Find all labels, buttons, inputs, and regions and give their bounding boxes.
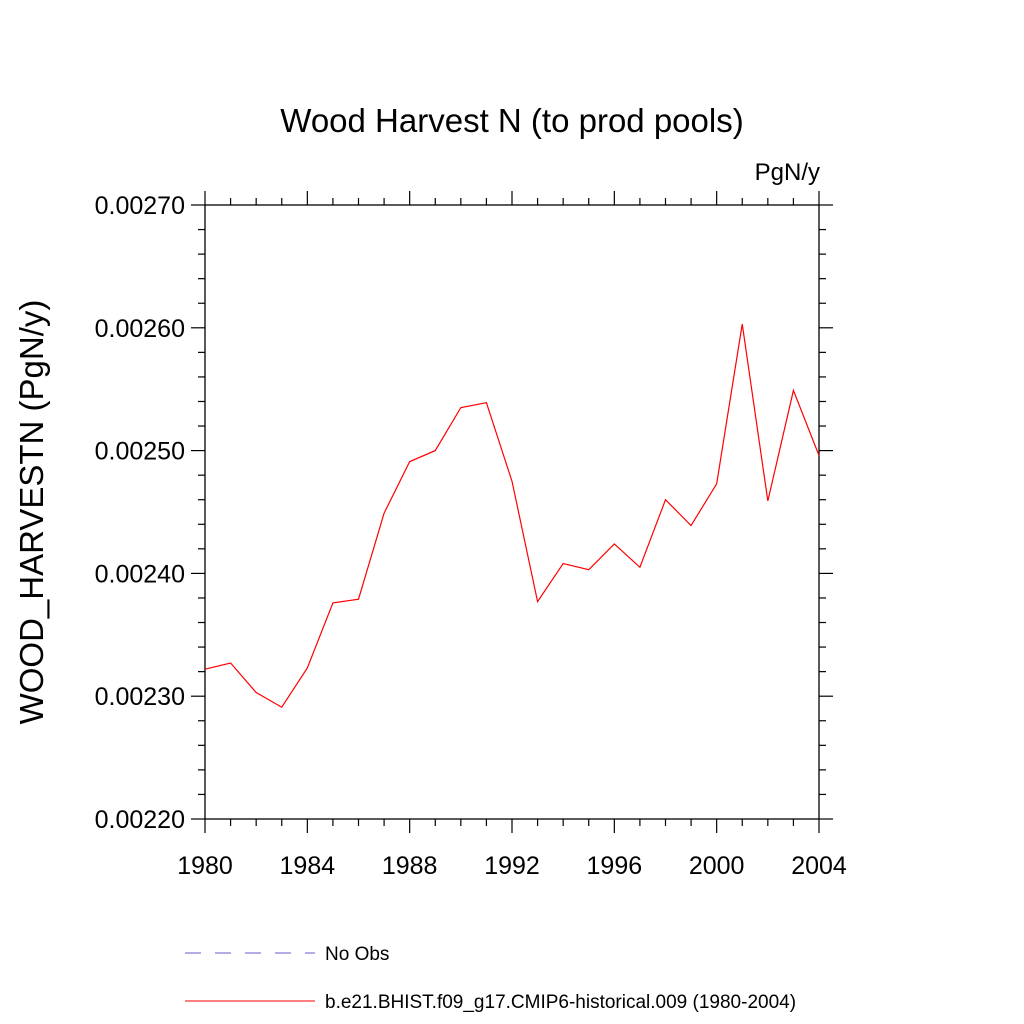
y-tick-label: 0.00250	[95, 438, 185, 466]
units-label: PgN/y	[755, 159, 820, 186]
y-axis-label: WOOD_HARVESTN (PgN/y)	[13, 300, 50, 725]
x-tick-label: 1980	[177, 852, 233, 880]
legend-label-no-obs: No Obs	[325, 944, 389, 965]
x-tick-label: 2000	[689, 852, 745, 880]
x-tick-label: 2004	[791, 852, 847, 880]
y-tick-label: 0.00230	[95, 683, 185, 711]
legend: No Obs b.e21.BHIST.f09_g17.CMIP6-histori…	[185, 944, 796, 1013]
y-tick-label: 0.00220	[95, 806, 185, 834]
series-line-0	[204, 324, 820, 709]
x-tick-label: 1996	[587, 852, 643, 880]
x-tick-label: 1988	[382, 852, 438, 880]
y-tick-label: 0.00270	[95, 192, 185, 220]
series-group	[204, 324, 820, 709]
x-tick-label: 1992	[484, 852, 540, 880]
legend-label-model: b.e21.BHIST.f09_g17.CMIP6-historical.009…	[325, 992, 796, 1013]
tick-labels: 1980 1984 1988 1992 1996 2000 2004 0.00220 0.002…	[95, 192, 847, 880]
y-tick-label: 0.00260	[95, 315, 185, 343]
axis-ticks	[191, 191, 833, 833]
y-tick-label: 0.00240	[95, 560, 185, 588]
plot-frame	[204, 204, 820, 820]
x-tick-label: 1984	[280, 852, 336, 880]
chart-title: Wood Harvest N (to prod pools)	[280, 102, 743, 139]
